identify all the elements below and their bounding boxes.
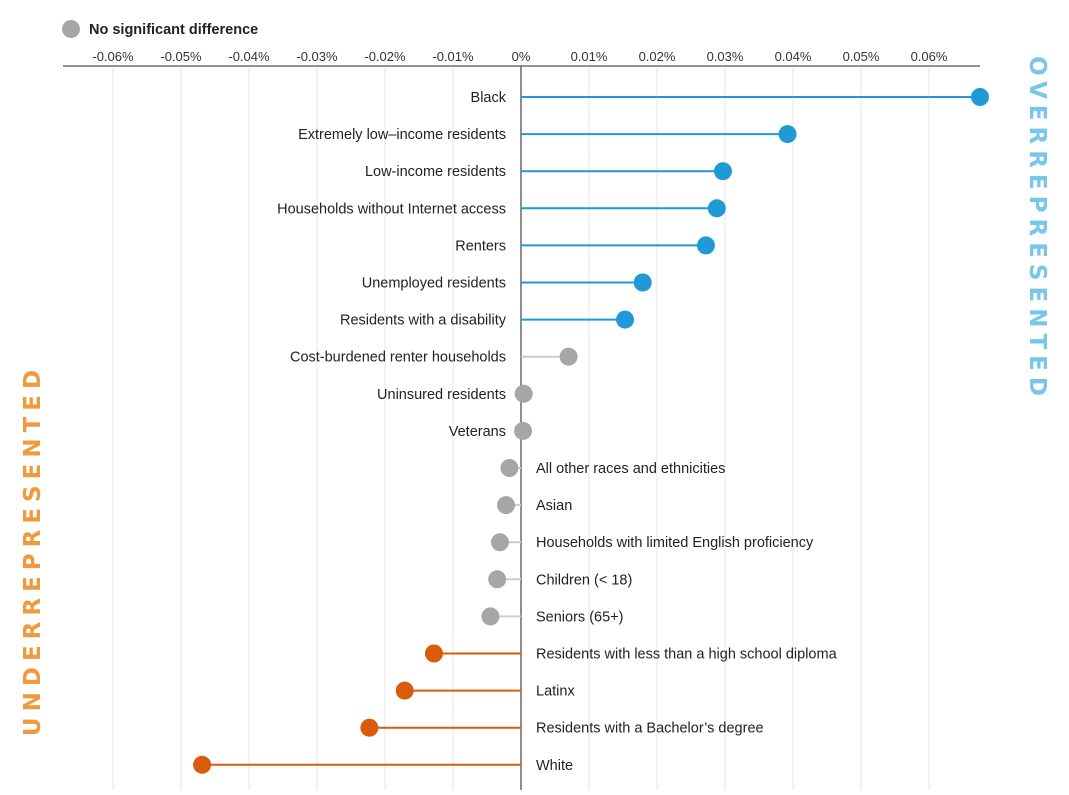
category-label: Cost-burdened renter households [290, 350, 506, 366]
category-label: Unemployed residents [362, 276, 506, 292]
lollipop-dot [514, 421, 533, 440]
category-label: Low-income residents [365, 164, 506, 180]
lollipop-row: Children (< 18) [488, 570, 632, 589]
lollipop-row: Latinx [395, 681, 575, 700]
category-label: White [536, 758, 573, 774]
category-label: Residents with less than a high school d… [536, 647, 838, 663]
x-tick-label: -0.04% [228, 49, 270, 64]
lollipop-dot [778, 125, 797, 144]
lollipop-row: Unemployed residents [362, 273, 652, 292]
category-label: Residents with a disability [340, 313, 507, 329]
x-axis-ticks: -0.06% -0.05% -0.04% -0.03% -0.02% -0.01% 0% 0.… [92, 49, 947, 64]
lollipop-dot [395, 681, 414, 700]
lollipop-row: Low-income residents [365, 162, 732, 181]
category-label: Extremely low–income residents [298, 127, 506, 143]
lollipop-row: White [193, 755, 573, 774]
lollipop-dot [696, 236, 715, 255]
lollipop-row: Cost-burdened renter households [290, 347, 578, 366]
category-label: All other races and ethnicities [536, 461, 725, 477]
category-label: Uninsured residents [377, 387, 506, 403]
lollipop-dot [500, 459, 519, 477]
x-tick-label: 0% [512, 49, 531, 64]
category-label: Seniors (65+) [536, 609, 623, 625]
category-label: Households without Internet access [277, 201, 506, 217]
category-label: Renters [455, 238, 506, 254]
lollipop-row: Residents with less than a high school d… [424, 644, 838, 663]
category-label: Black [471, 90, 507, 106]
lollipop-row: Renters [455, 236, 715, 255]
underrepresented-label: UNDERREPRESENTED [20, 364, 46, 736]
lollipop-row: Asian [497, 496, 572, 515]
legend-ns-dot [62, 20, 80, 38]
lollipop-dot [514, 384, 533, 403]
overrepresented-label: OVERREPRESENTED [1024, 56, 1050, 402]
data-marks: Black Extremely low–income residents Low-i… [193, 88, 989, 774]
x-tick-label: -0.01% [432, 49, 474, 64]
lollipop-dot [713, 162, 732, 181]
lollipop-row: Residents with a disability [340, 310, 635, 329]
lollipop-dot [490, 533, 509, 552]
lollipop-row: Households with limited English proficie… [490, 533, 814, 552]
lollipop-row: Black [471, 88, 989, 106]
x-tick-label: -0.05% [160, 49, 202, 64]
lollipop-dot [193, 755, 212, 774]
lollipop-row: Seniors (65+) [481, 607, 623, 626]
lollipop-row: Households without Internet access [277, 199, 726, 218]
x-tick-label: -0.02% [364, 49, 406, 64]
lollipop-row: Residents with a Bachelor’s degree [360, 718, 764, 737]
x-tick-label: 0.04% [775, 49, 812, 64]
x-tick-label: 0.05% [843, 49, 880, 64]
lollipop-dot [360, 718, 379, 737]
category-label: Latinx [536, 684, 575, 700]
x-tick-label: 0.06% [911, 49, 948, 64]
x-tick-label: 0.02% [639, 49, 676, 64]
lollipop-dot [971, 88, 989, 106]
x-tick-label: 0.03% [707, 49, 744, 64]
lollipop-dot [707, 199, 726, 218]
lollipop-dot [497, 496, 516, 515]
lollipop-dot [616, 310, 635, 329]
lollipop-dot [633, 273, 652, 292]
x-tick-label: 0.01% [571, 49, 608, 64]
lollipop-dot [488, 570, 507, 589]
category-label: Households with limited English proficie… [536, 535, 814, 551]
category-label: Asian [536, 498, 572, 514]
lollipop-row: Veterans [449, 421, 533, 440]
lollipop-row: Extremely low–income residents [298, 125, 797, 144]
x-tick-label: -0.06% [92, 49, 134, 64]
category-label: Veterans [449, 424, 506, 440]
lollipop-dot [481, 607, 500, 626]
lollipop-row: Uninsured residents [377, 384, 533, 403]
x-tick-label: -0.03% [296, 49, 338, 64]
lollipop-dot [559, 347, 578, 366]
lollipop-dot [424, 644, 443, 663]
gridlines [112, 66, 930, 790]
legend-ns-label: No significant difference [89, 22, 258, 38]
category-label: Children (< 18) [536, 572, 632, 588]
lollipop-row: All other races and ethnicities [500, 459, 725, 477]
category-label: Residents with a Bachelor’s degree [536, 721, 764, 737]
legend: No significant difference [62, 20, 258, 38]
